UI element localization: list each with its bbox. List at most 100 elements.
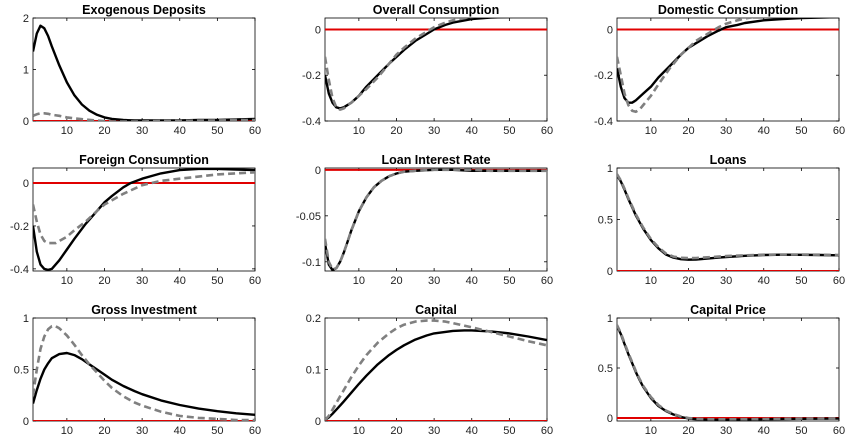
panel-title: Exogenous Deposits — [82, 3, 206, 17]
x-tick-label: 10 — [61, 425, 73, 437]
x-tick-label: 40 — [466, 425, 478, 437]
y-tick-label: -0.2 — [594, 70, 613, 82]
x-tick-label: 20 — [390, 425, 402, 437]
axes-box — [324, 167, 548, 272]
y-tick-label: 0 — [607, 24, 613, 36]
x-tick-label: 30 — [720, 125, 732, 137]
x-tick-label: 50 — [795, 425, 807, 437]
x-tick-label: 40 — [758, 125, 770, 137]
x-tick-label: 40 — [758, 275, 770, 287]
panel-gross-investment: Gross Investment 10 20 30 40 50 60 0 0.5 1 — [14, 303, 261, 437]
solid-series-line — [33, 351, 255, 416]
x-tick-label: 20 — [98, 425, 110, 437]
panel-overall-consumption: Overall Consumption 10 20 30 40 50 60 -0.4 -0.2 0 — [302, 3, 553, 137]
dashed-series-line — [617, 173, 839, 260]
y-tick-label: 1 — [23, 65, 29, 77]
dashed-series-line — [33, 171, 255, 245]
dashed-series-line — [33, 324, 255, 421]
x-tick-label: 30 — [136, 125, 148, 137]
x-tick-label: 10 — [353, 425, 365, 437]
x-tick-label: 40 — [758, 425, 770, 437]
y-tick-label: -0.05 — [296, 211, 321, 223]
x-tick-label: 10 — [61, 275, 73, 287]
x-tick-label: 30 — [720, 425, 732, 437]
x-tick-label: 40 — [174, 125, 186, 137]
panel-loan-interest-rate: Loan Interest Rate 10 20 30 40 50 60 -0.1 -0.05 0 — [296, 153, 553, 287]
y-tick-label: 2 — [23, 13, 29, 25]
x-tick-label: 30 — [428, 275, 440, 287]
solid-series-line — [325, 329, 547, 421]
axes-box — [324, 17, 548, 122]
x-tick-label: 30 — [720, 275, 732, 287]
dashed-series-line — [33, 112, 255, 121]
y-tick-label: 0 — [23, 416, 29, 428]
panel-title: Overall Consumption — [373, 3, 499, 17]
x-tick-label: 50 — [503, 425, 515, 437]
x-tick-label: 10 — [353, 275, 365, 287]
panel-title: Foreign Consumption — [79, 153, 209, 167]
panel-capital-price: Capital Price 10 20 30 40 50 60 0 0.5 1 — [598, 303, 845, 437]
y-tick-label: 1 — [607, 163, 613, 175]
y-tick-label: 0 — [315, 24, 321, 36]
x-tick-label: 10 — [61, 125, 73, 137]
x-tick-label: 40 — [174, 275, 186, 287]
x-tick-label: 60 — [249, 425, 261, 437]
y-tick-label: 0.1 — [306, 365, 321, 377]
y-tick-label: 1 — [23, 313, 29, 325]
x-tick-label: 20 — [682, 425, 694, 437]
y-tick-label: -0.1 — [302, 257, 321, 269]
y-tick-label: 0 — [315, 416, 321, 428]
panel-loans: Loans 10 20 30 40 50 60 0 0.5 1 — [598, 153, 845, 287]
x-tick-label: 10 — [645, 275, 657, 287]
x-tick-label: 50 — [503, 125, 515, 137]
panel-domestic-consumption: Domestic Consumption 10 20 30 40 50 60 -0.4 -0.2… — [594, 3, 845, 137]
x-tick-label: 60 — [833, 275, 845, 287]
x-tick-label: 50 — [211, 125, 223, 137]
x-tick-label: 20 — [682, 125, 694, 137]
y-tick-label: 0 — [23, 178, 29, 190]
axes-box — [616, 17, 840, 122]
x-tick-label: 30 — [136, 275, 148, 287]
y-tick-label: 0 — [607, 266, 613, 278]
y-tick-label: 1 — [607, 313, 613, 325]
y-tick-label: 0 — [23, 116, 29, 128]
x-tick-label: 30 — [428, 125, 440, 137]
dashed-series-line — [325, 319, 547, 421]
x-tick-label: 60 — [833, 425, 845, 437]
x-tick-label: 10 — [645, 425, 657, 437]
x-tick-label: 60 — [833, 125, 845, 137]
y-tick-label: -0.4 — [10, 264, 29, 276]
y-tick-label: 0.5 — [598, 363, 613, 375]
y-tick-label: -0.2 — [10, 221, 29, 233]
x-tick-label: 50 — [503, 275, 515, 287]
panel-title: Loans — [710, 153, 747, 167]
axes-box — [32, 317, 256, 422]
dashed-series-line — [325, 18, 475, 111]
x-tick-label: 50 — [795, 125, 807, 137]
x-tick-label: 60 — [249, 275, 261, 287]
x-tick-label: 40 — [466, 275, 478, 287]
y-tick-label: 0 — [607, 413, 613, 425]
panel-title: Capital Price — [690, 303, 766, 317]
x-tick-label: 60 — [541, 275, 553, 287]
dashed-series-line — [325, 168, 547, 271]
x-tick-label: 60 — [249, 125, 261, 137]
x-tick-label: 20 — [682, 275, 694, 287]
solid-series-line — [33, 168, 255, 271]
x-tick-label: 50 — [795, 275, 807, 287]
x-tick-label: 30 — [136, 425, 148, 437]
y-tick-label: -0.4 — [594, 116, 613, 128]
panel-title: Capital — [415, 303, 457, 317]
x-tick-label: 60 — [541, 125, 553, 137]
x-tick-label: 10 — [353, 125, 365, 137]
y-tick-label: 0.2 — [306, 313, 321, 325]
x-tick-label: 20 — [390, 125, 402, 137]
y-tick-label: 0.5 — [598, 215, 613, 227]
x-tick-label: 20 — [98, 125, 110, 137]
panel-title: Loan Interest Rate — [381, 153, 490, 167]
panel-title: Gross Investment — [91, 303, 197, 317]
panel-exogenous-deposits: Exogenous Deposits 10 20 30 40 50 60 0 1 2 — [23, 3, 261, 137]
x-tick-label: 40 — [466, 125, 478, 137]
x-tick-label: 60 — [541, 425, 553, 437]
x-tick-label: 40 — [174, 425, 186, 437]
